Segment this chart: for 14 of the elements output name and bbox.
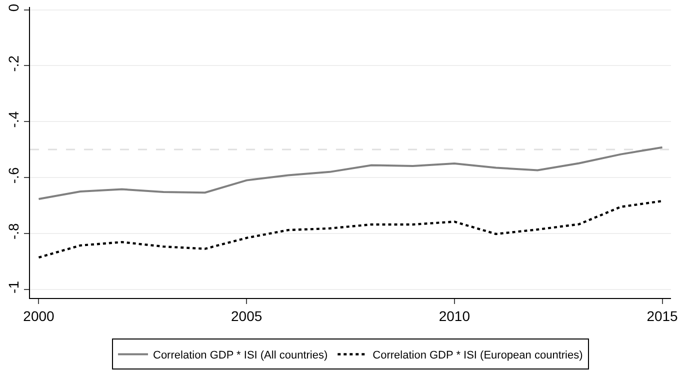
y-tick-label: -1	[5, 280, 22, 294]
x-tick-label: 2000	[23, 308, 55, 324]
x-tick-label: 2015	[646, 308, 678, 324]
y-tick-label: -.4	[5, 111, 22, 128]
y-tick-label: -.8	[5, 222, 22, 240]
legend-label: Correlation GDP * ISI (European countries)	[372, 350, 583, 362]
y-tick-label: -.2	[5, 55, 22, 72]
y-tick-label: 0	[5, 4, 22, 12]
line-series	[38, 200, 664, 259]
x-tick-label: 2005	[231, 308, 262, 324]
legend-label: Correlation GDP * ISI (All countries)	[153, 350, 328, 362]
x-tick-label: 2010	[438, 308, 470, 324]
y-tick-label: -.6	[5, 167, 22, 184]
line-series	[38, 146, 664, 200]
